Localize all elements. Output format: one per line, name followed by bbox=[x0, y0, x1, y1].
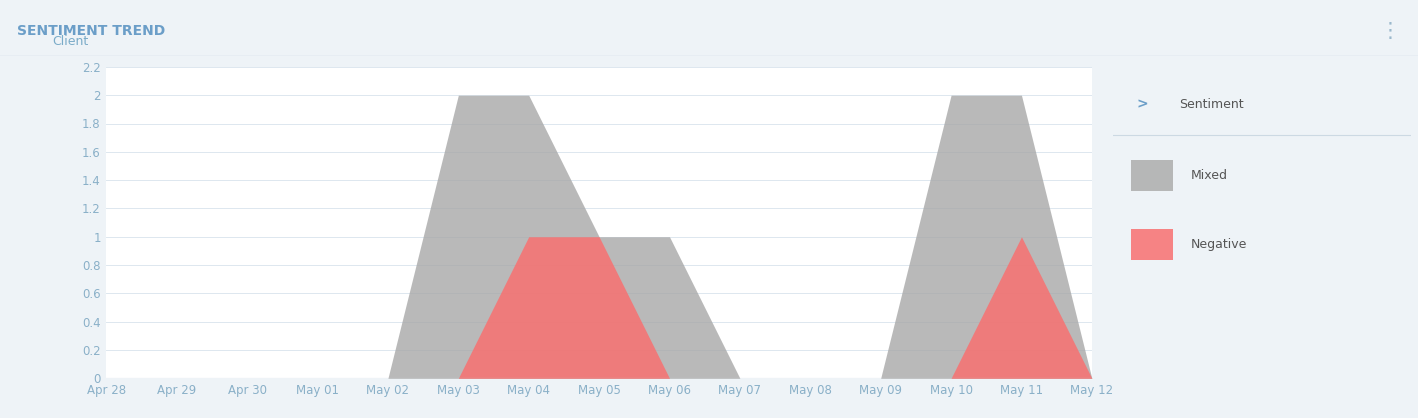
Text: ⋮: ⋮ bbox=[1380, 21, 1401, 41]
Text: Negative: Negative bbox=[1191, 238, 1246, 251]
Text: Sentiment: Sentiment bbox=[1178, 98, 1244, 111]
Text: SENTIMENT TREND: SENTIMENT TREND bbox=[17, 24, 166, 38]
Text: Mixed: Mixed bbox=[1191, 169, 1228, 182]
Bar bbox=[1132, 229, 1173, 260]
Bar bbox=[1132, 161, 1173, 191]
Text: Client: Client bbox=[52, 35, 88, 48]
Text: >: > bbox=[1137, 97, 1149, 111]
